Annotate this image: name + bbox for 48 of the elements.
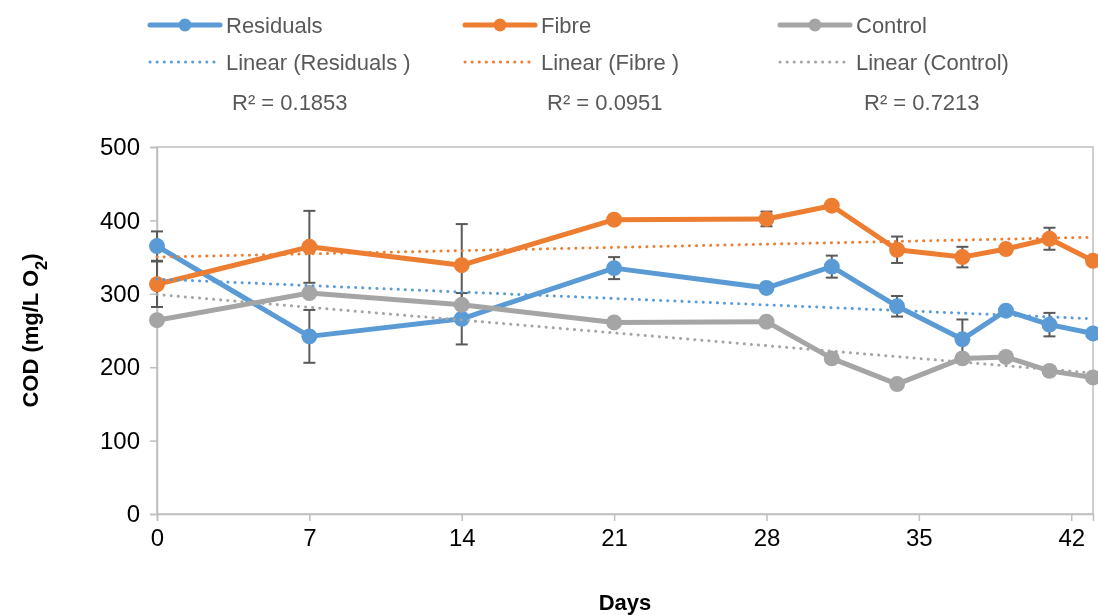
point xyxy=(606,260,623,277)
text: R² = 0.0951 xyxy=(547,90,663,115)
x-tick-label: 35 xyxy=(906,524,933,552)
point xyxy=(823,197,840,214)
y-tick-label: 200 xyxy=(99,353,140,381)
point xyxy=(758,313,775,330)
text: R² = 0.1853 xyxy=(232,90,348,115)
x-tick-label: 28 xyxy=(753,524,781,552)
point xyxy=(997,241,1014,257)
point xyxy=(453,296,470,313)
x-tick-label: 14 xyxy=(448,524,476,552)
point xyxy=(889,241,906,258)
point xyxy=(149,238,165,255)
legend-label: Control xyxy=(856,13,927,38)
point xyxy=(149,276,165,293)
x-tick-label: 0 xyxy=(150,524,165,552)
point xyxy=(758,279,775,296)
point xyxy=(149,312,165,329)
x-axis-title: Days xyxy=(598,590,652,615)
y-tick-label: 0 xyxy=(126,500,140,528)
y-tick-label: 100 xyxy=(99,426,140,454)
point xyxy=(301,285,318,302)
y-tick-label: 500 xyxy=(99,133,140,161)
point xyxy=(954,249,971,266)
point xyxy=(823,350,840,367)
point xyxy=(606,211,623,228)
point xyxy=(889,376,906,393)
point xyxy=(606,314,623,331)
x-tick-label: 42 xyxy=(1058,524,1086,552)
x-tick-label: 7 xyxy=(303,524,317,552)
legend-label: Linear (Fibre ) xyxy=(541,50,680,75)
y-tick-label: 400 xyxy=(99,206,140,234)
y-tick-label: 300 xyxy=(99,279,140,307)
point xyxy=(997,302,1014,319)
point xyxy=(301,328,318,345)
point xyxy=(453,257,470,274)
point xyxy=(301,238,318,255)
point xyxy=(1041,316,1058,333)
point xyxy=(954,331,971,348)
legend-label: Linear (Control) xyxy=(856,50,1009,75)
point xyxy=(954,350,971,367)
text: R² = 0.7213 xyxy=(864,90,980,115)
point xyxy=(997,348,1014,365)
legend-label: Fibre xyxy=(541,13,592,38)
legend-label: Residuals xyxy=(226,13,323,38)
legend-label: Linear (Residuals ) xyxy=(226,50,411,75)
point xyxy=(823,258,840,275)
x-tick-label: 21 xyxy=(601,524,628,552)
